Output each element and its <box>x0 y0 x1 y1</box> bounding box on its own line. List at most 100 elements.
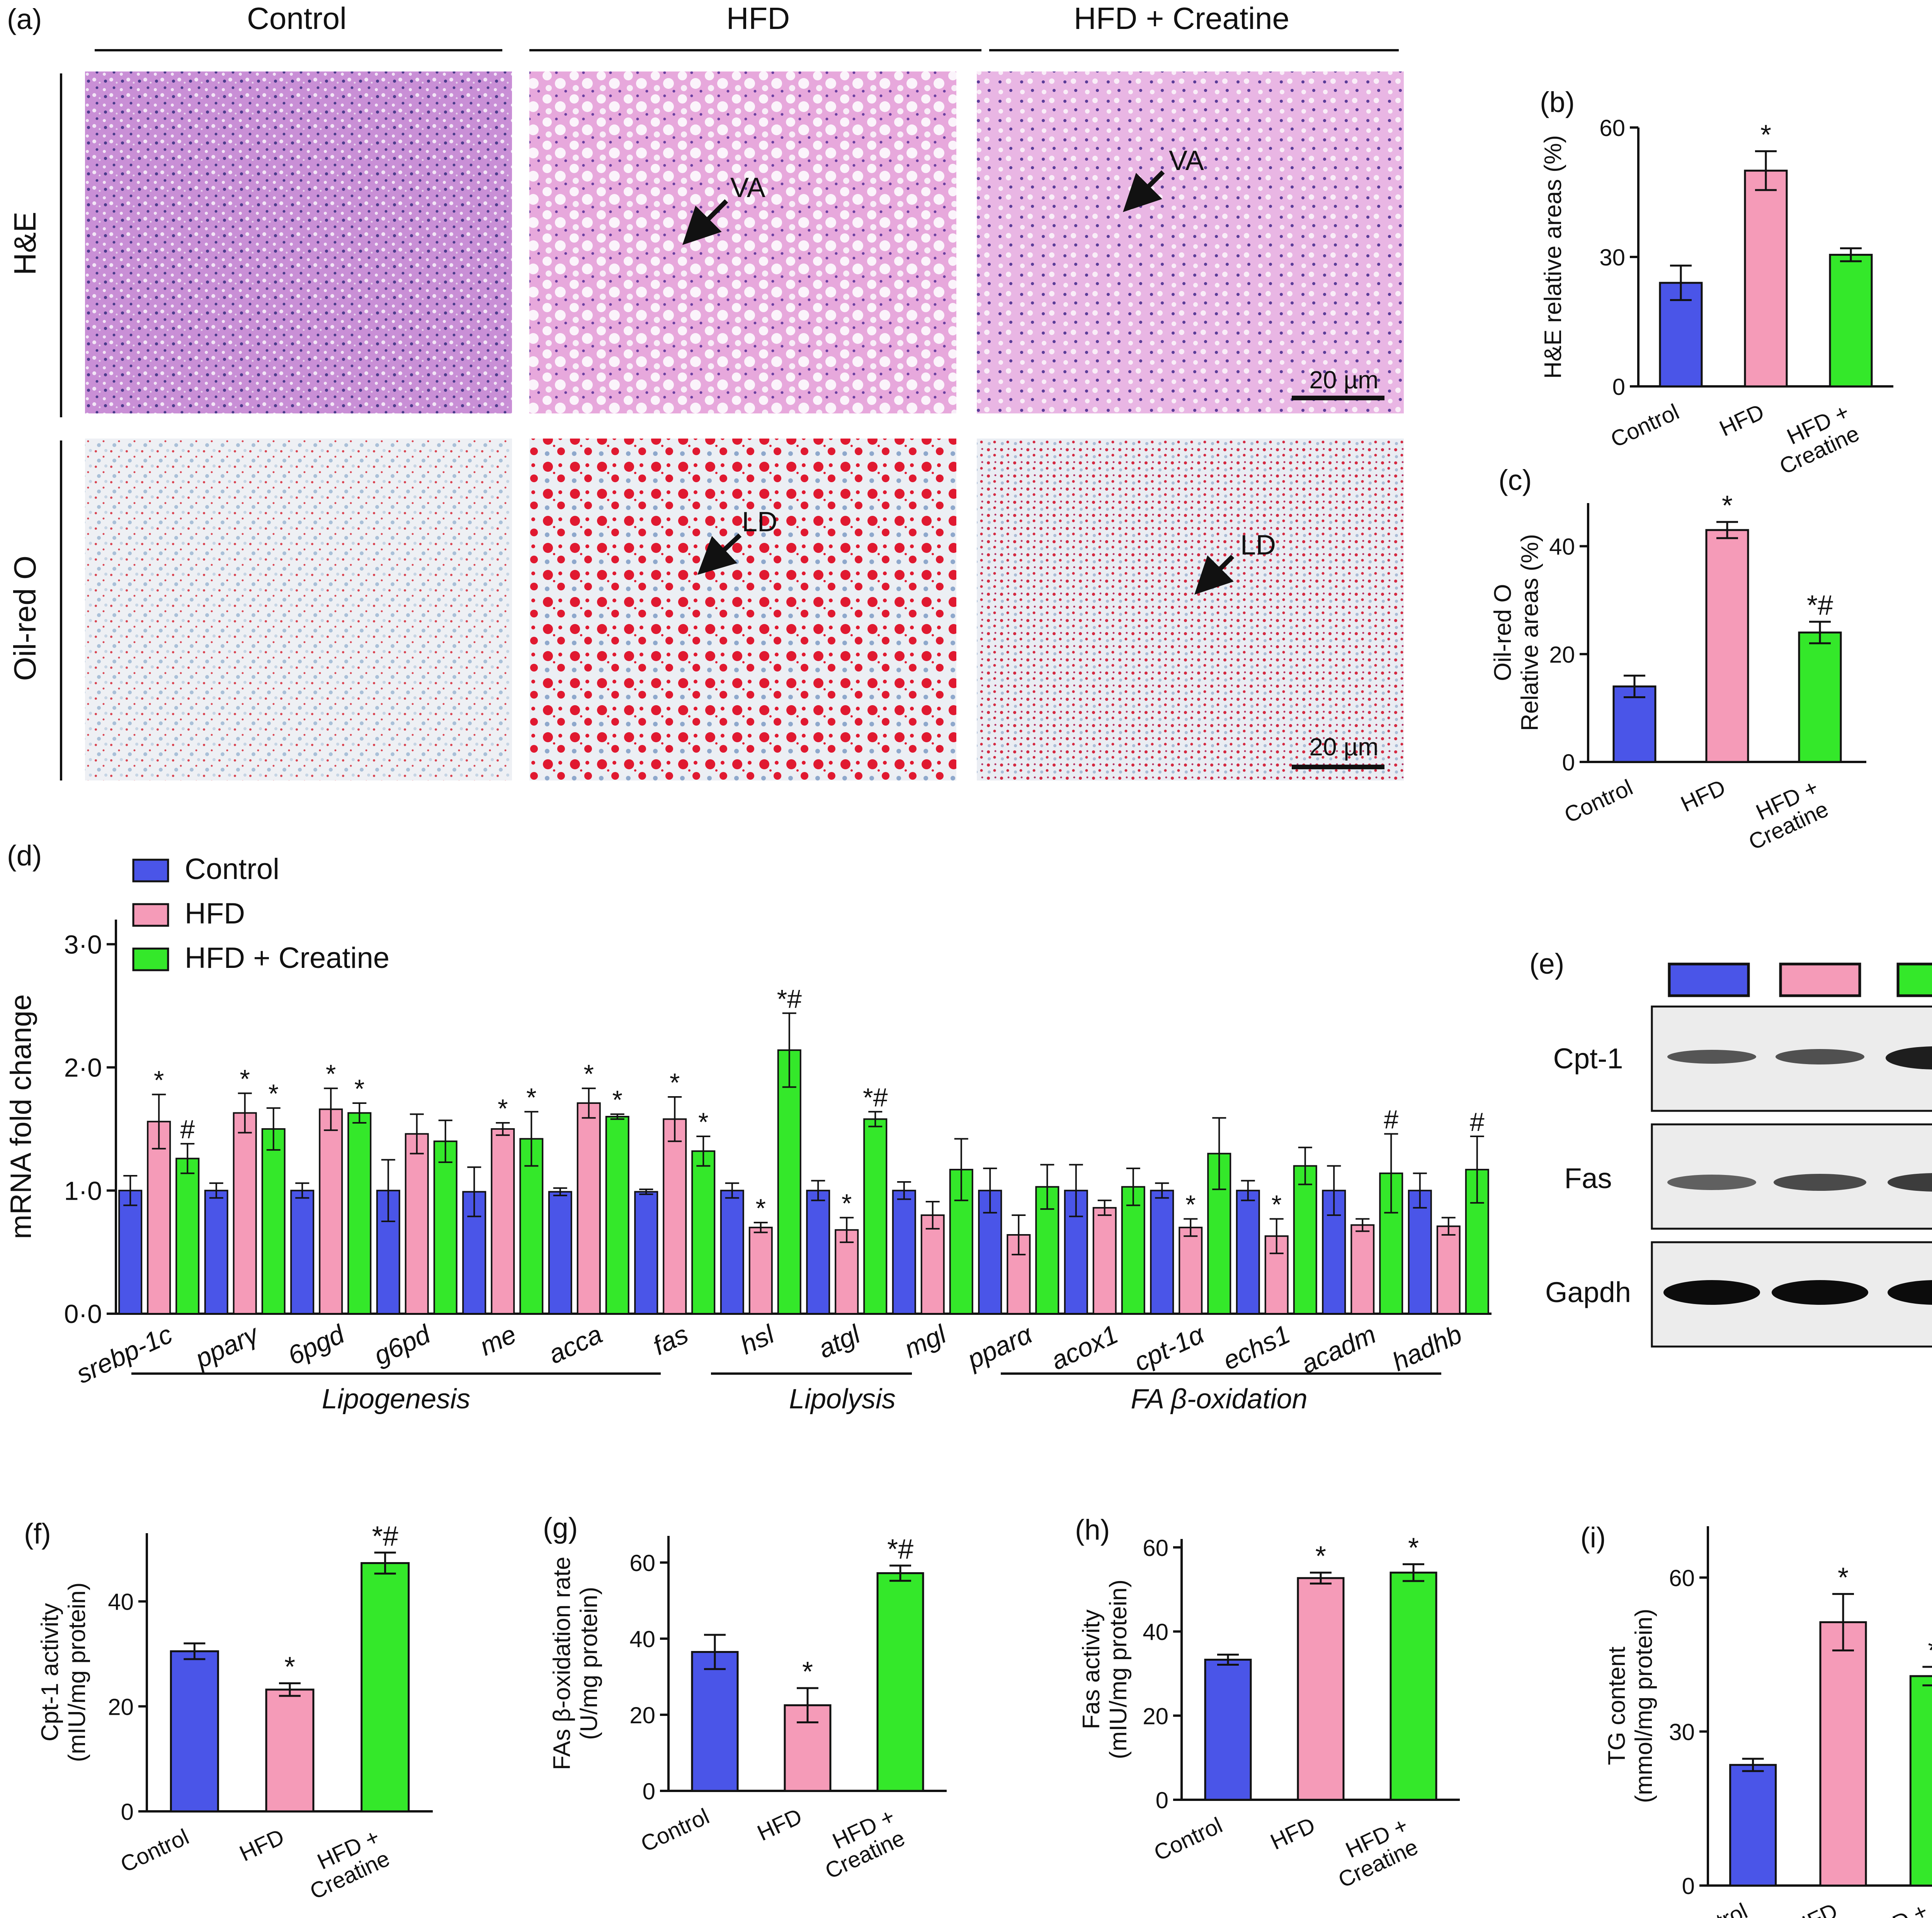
significance-mark: *# <box>1807 590 1833 621</box>
y-tick-label: 40 <box>629 1626 655 1652</box>
y-axis-label: FAs β-oxidation rate <box>549 1557 575 1770</box>
y-tick-label: 0·0 <box>64 1299 102 1329</box>
x-tick-label: acca <box>544 1319 607 1370</box>
y-tick-label: 20 <box>108 1694 134 1720</box>
panel-a: (a) Control HFD HFD + Creatine H&E Oil-r… <box>7 1 1404 780</box>
legend-label: HFD <box>185 897 245 930</box>
band-fas-hfd <box>1774 1174 1866 1191</box>
y-axis-label: H&E relative areas (%) <box>1540 135 1566 379</box>
x-tick-label-line: HFD <box>1789 1898 1842 1918</box>
significance-mark: * <box>842 1189 852 1218</box>
y-axis-label: (mIU/mg protein) <box>64 1582 90 1762</box>
y-axis-label: Cpt-1 activity <box>37 1603 63 1741</box>
bar-d-1-2 <box>261 1128 286 1314</box>
significance-mark: * <box>326 1059 336 1089</box>
y-axis-label: (mmol/mg protein) <box>1631 1609 1657 1803</box>
significance-mark: * <box>1272 1190 1282 1219</box>
bar-d-8-0 <box>806 1190 830 1314</box>
x-tick-label: acox1 <box>1047 1319 1123 1376</box>
bar-c-1 <box>1705 529 1749 763</box>
y-tick-label: 0 <box>1682 1873 1695 1899</box>
micrograph-oro-hfd-creatine <box>977 439 1404 780</box>
bar-h-1 <box>1297 1577 1345 1801</box>
bar-d-11-1 <box>1092 1207 1117 1314</box>
lane-swatch-control <box>1668 962 1750 997</box>
y-tick-label: 0 <box>1156 1787 1168 1813</box>
group-label-lipolysis: Lipolysis <box>789 1384 896 1415</box>
bar-d-8-2 <box>863 1118 888 1314</box>
chart-i: (i) 0 30 60 TG content(mmol/mg protein) Contr… <box>1580 1522 1932 1918</box>
x-tick-label: Control <box>117 1824 193 1877</box>
x-tick-label-line: Control <box>117 1824 193 1877</box>
x-tick-label: Control <box>1675 1898 1751 1918</box>
micrograph-he-hfd-creatine <box>977 71 1404 413</box>
bar-f-2 <box>361 1562 410 1813</box>
x-tick-label-line: HFD <box>1267 1813 1319 1855</box>
arrow-ld-hfd-creatine <box>1194 554 1235 595</box>
bar-d-6-1 <box>663 1118 687 1314</box>
x-tick-label: HFD +Creatine <box>821 1804 909 1884</box>
significance-mark: * <box>498 1094 508 1123</box>
bar-d-4-1 <box>491 1128 515 1314</box>
y-tick-label: 60 <box>1669 1565 1695 1591</box>
x-tick-label: Control <box>1607 399 1683 452</box>
x-tick-label-line: Control <box>1607 399 1683 452</box>
bar-i-1 <box>1819 1621 1867 1887</box>
x-tick-label: g6pd <box>369 1319 435 1371</box>
bar-d-15-1 <box>1436 1225 1461 1314</box>
significance-mark: *# <box>372 1521 398 1552</box>
y-tick-label: 2·0 <box>64 1053 102 1083</box>
significance-mark: * <box>670 1068 680 1097</box>
significance-mark: * <box>284 1652 295 1683</box>
micrograph-he-control <box>85 71 512 413</box>
y-tick-label: 0 <box>643 1779 655 1804</box>
arrow-va-hfd-creatine <box>1123 170 1165 212</box>
chart-b: (b) 0 30 60 H&E relative areas (%) Control * HF… <box>1540 86 1893 480</box>
bar-d-5-1 <box>577 1102 601 1314</box>
y-tick-label: 60 <box>1143 1535 1168 1561</box>
scale-bar-label-oro: 20 µm <box>1309 733 1378 761</box>
significance-mark: # <box>1384 1105 1398 1134</box>
row-label-he: H&E <box>8 212 42 275</box>
x-tick-label: HFD +Creatine <box>1745 775 1832 855</box>
bar-d-13-0 <box>1236 1190 1260 1314</box>
bar-d-0-2 <box>175 1158 200 1314</box>
bar-d-14-0 <box>1322 1190 1346 1314</box>
x-tick-label-line: HFD <box>1716 399 1768 441</box>
chart-c: (c) 0 20 40 Oil-red O Relative areas (%) Contr… <box>1490 464 1866 855</box>
x-tick-label: pparγ <box>190 1319 264 1374</box>
significance-mark: * <box>269 1079 279 1109</box>
bar-d-2-0 <box>290 1190 315 1314</box>
significance-mark: * <box>756 1194 766 1223</box>
panel-g-label: (g) <box>543 1512 578 1544</box>
band-fas-hfd-creatine <box>1888 1173 1932 1192</box>
x-tick-label: HFD <box>1267 1813 1319 1855</box>
bar-i-2 <box>1909 1675 1932 1887</box>
arrow-label-ld-hfd: LD <box>742 507 777 537</box>
x-tick-label: Control <box>637 1804 713 1857</box>
bar-d-12-1 <box>1179 1226 1203 1314</box>
panel-e-label: (e) <box>1529 948 1564 980</box>
panel-e: (e) Cpt-1 Fas Gapdh <box>1529 948 1932 1348</box>
x-tick-label-line: Control <box>1675 1898 1751 1918</box>
bar-d-0-1 <box>147 1121 171 1314</box>
column-label-control: Control <box>247 1 347 36</box>
bar-d-12-0 <box>1150 1190 1174 1314</box>
x-tick-label-line: Control <box>637 1804 713 1857</box>
bar-c-0 <box>1612 685 1656 763</box>
bar-d-7-2 <box>777 1049 801 1314</box>
significance-mark: * <box>612 1085 622 1115</box>
y-tick-label: 20 <box>1549 642 1575 668</box>
chart-g: (g) 0 20 40 60 FAs β-oxidation rate (U/mg prot… <box>543 1512 947 1884</box>
bar-d-8-1 <box>835 1229 859 1314</box>
micrograph-oro-hfd <box>529 439 956 780</box>
y-tick-label: 40 <box>1549 534 1575 560</box>
y-tick-label: 0 <box>1562 750 1575 775</box>
bar-d-3-2 <box>433 1140 457 1314</box>
bar-d-3-1 <box>405 1133 429 1314</box>
x-tick-label: Control <box>1561 775 1637 828</box>
bar-d-11-2 <box>1121 1186 1145 1314</box>
lane-swatch-hfd <box>1779 962 1861 997</box>
band-cpt1-control <box>1667 1050 1756 1064</box>
x-tick-label-line: Control <box>1150 1813 1226 1866</box>
